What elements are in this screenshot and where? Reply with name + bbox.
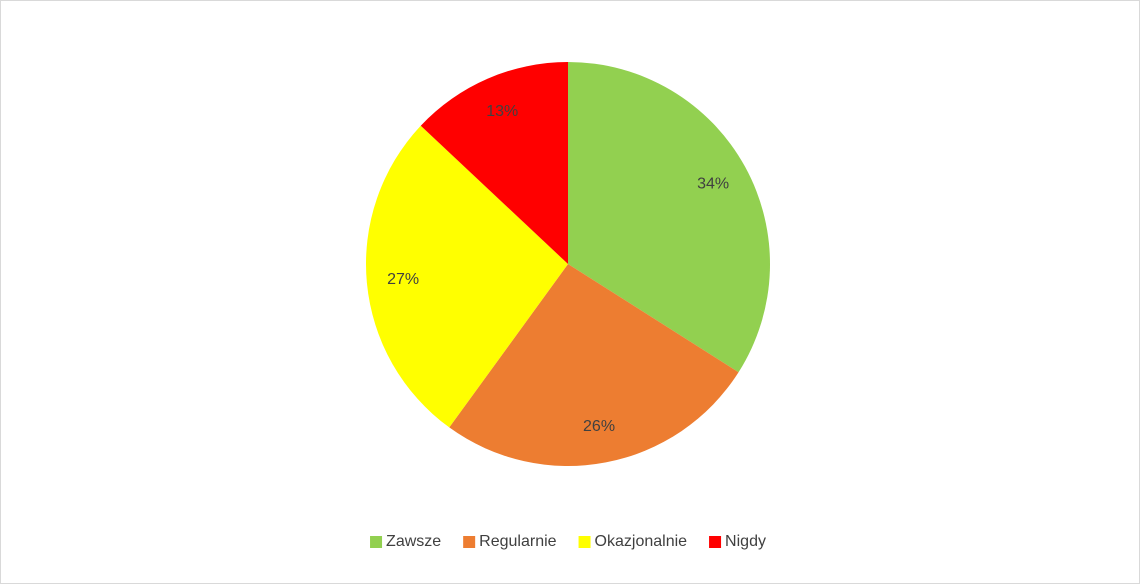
pie-slice [449, 264, 739, 467]
value-label: 13% [486, 103, 518, 120]
legend-text: Okazjonalnie [595, 533, 688, 550]
pie-slice [568, 62, 770, 373]
legend-swatch [463, 536, 476, 548]
legend-swatch [578, 536, 591, 548]
legend-swatch [370, 536, 383, 548]
value-label: 27% [387, 271, 419, 288]
legend-text: Zawsze [386, 533, 441, 550]
pie-slice [420, 62, 568, 264]
legend-text: Nigdy [725, 533, 766, 550]
legend: Zawsze Regularnie Okazjonalnie Nigdy [370, 533, 766, 550]
pie-slice [366, 125, 568, 428]
value-label: 26% [583, 418, 615, 435]
legend-swatch [709, 536, 722, 548]
legend-text: Regularnie [479, 533, 556, 550]
value-label: 34% [697, 175, 729, 192]
